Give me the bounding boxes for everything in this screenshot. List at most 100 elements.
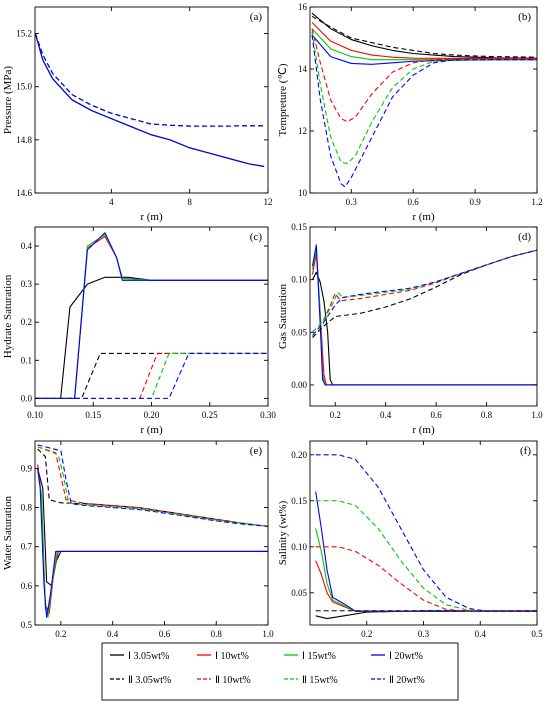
series-line-I-1 [35,235,268,399]
series-line-I-3 [37,468,268,618]
y-tick-label: 0.3 [21,279,33,289]
series-group [311,244,537,386]
y-tick-label: 0.2 [21,317,32,327]
x-tick-label: 1.0 [262,629,274,639]
legend-label: Ⅱ 15wt% [302,675,338,686]
x-tick-label: 12 [264,197,273,207]
series-line-II-6 [35,352,268,399]
y-tick-label: 12 [298,126,307,136]
series-line-I-1 [315,560,537,612]
series-line-II-6 [311,31,537,165]
x-tick-label: 0.8 [481,410,493,420]
legend-label: Ⅰ 10wt% [215,651,249,662]
x-tick-label: 0.25 [202,410,218,420]
y-axis-label: Salinity (wt%) [277,500,289,565]
x-tick-label: 0.5 [531,629,543,639]
y-tick-label: 14.6 [16,188,32,198]
y-axis-label: Water Saturation [2,496,14,570]
y-tick-label: 0.1 [21,355,32,365]
x-tick-label: 0.6 [408,197,420,207]
series-line-II-6 [315,500,537,612]
series-line-II-4 [35,33,265,127]
series-group [35,33,265,167]
y-axis-label: Pressure (MPa) [2,66,14,134]
series-line-I-2 [311,247,537,386]
y-tick-label: 0.8 [21,503,33,513]
y-tick-label: 0.15 [291,496,307,506]
series-group [35,232,268,399]
x-axis-label: r (m) [140,424,163,436]
series-line-I-3 [35,33,265,167]
series-line-II-4 [35,352,268,399]
y-tick-label: 0.15 [291,222,307,232]
panel-label: (d) [518,231,531,243]
y-axis-label: Gas Saturation [277,283,289,349]
y-tick-label: 0.4 [21,241,33,251]
x-tick-label: 0.15 [85,410,101,420]
y-tick-label: 0.05 [291,588,307,598]
x-tick-label: 0.20 [144,410,160,420]
x-tick-label: 0.30 [260,410,276,420]
series-line-II-5 [315,546,537,612]
x-axis-label: r (m) [412,424,435,436]
series-line-I-2 [37,468,268,618]
x-axis-label: r (m) [140,211,163,223]
legend-label: Ⅰ 15wt% [302,651,336,662]
legend-label: Ⅰ 20wt% [389,651,423,662]
series-line-II-7 [35,352,268,399]
series-line-II-7 [35,33,265,127]
y-tick-label: 15.2 [16,29,32,39]
y-tick-label: 10 [298,188,308,198]
series-line-I-3 [311,244,537,386]
series-line-I-2 [35,234,268,399]
legend-label: Ⅱ 3.05wt% [128,675,171,686]
y-tick-label: 0.6 [21,581,33,591]
x-tick-label: 4 [109,197,114,207]
x-tick-label: 1.2 [531,197,542,207]
series-line-II-5 [37,446,268,527]
panel-label: (f) [520,445,531,457]
series-line-II-4 [37,448,268,527]
series-line-I-0 [312,271,537,386]
series-line-I-3 [35,232,268,399]
series-line-II-5 [312,249,537,333]
x-axis-label: r (m) [412,211,435,223]
series-line-I-1 [311,252,537,386]
panel-f: 0.20.30.40.50.050.100.150.20r (m)Salinit… [277,440,543,655]
panel-label: (c) [250,231,263,243]
x-tick-label: 0.8 [211,629,223,639]
y-tick-label: 14 [298,64,308,74]
panel-a: 4 8 12 14.6 14.8 15.0 15.2 r (m) Pressure (MPa) (… [2,6,273,223]
plot-frame [309,226,538,407]
x-tick-label: 0.10 [27,410,43,420]
series-line-I-3 [315,491,537,612]
series-line-II-7 [315,454,537,612]
plot-frame [34,440,269,626]
plot-frame [34,6,269,194]
series-line-II-7 [37,444,268,527]
y-tick-label: 15.0 [16,82,32,92]
series-line-II-5 [35,33,265,127]
series-line-II-6 [35,33,265,127]
plot-frame [34,226,269,407]
panel-d: 0.2 0.4 0.6 0.8 1.0 0.00 0.05 0.10 0.15 r (m) Gas … [277,222,543,436]
series-line-II-6 [37,446,268,527]
series-line-I-1 [35,33,265,167]
x-tick-label: 0.2 [361,629,372,639]
y-axis-label: Hydrate Saturation [2,274,14,358]
panel-e: 0.20.40.60.81.00.50.60.70.80.9r (m)Water… [2,440,274,655]
series-line-I-2 [311,28,537,61]
series-line-I-0 [35,33,265,167]
panel-c: 0.10 0.15 0.20 0.25 0.30 0.0 0.1 0.2 0.3 0.4 r (m)… [2,226,276,436]
x-tick-label: 0.2 [330,410,341,420]
x-tick-label: 0.9 [469,197,481,207]
series-line-II-5 [35,352,268,399]
series-line-I-0 [315,610,537,620]
plot-frame [309,6,538,194]
series-line-II-7 [312,249,537,336]
panel-label: (b) [518,11,531,23]
series-line-I-1 [311,22,537,60]
y-tick-label: 0.20 [291,450,307,460]
series-line-II-5 [311,28,537,123]
